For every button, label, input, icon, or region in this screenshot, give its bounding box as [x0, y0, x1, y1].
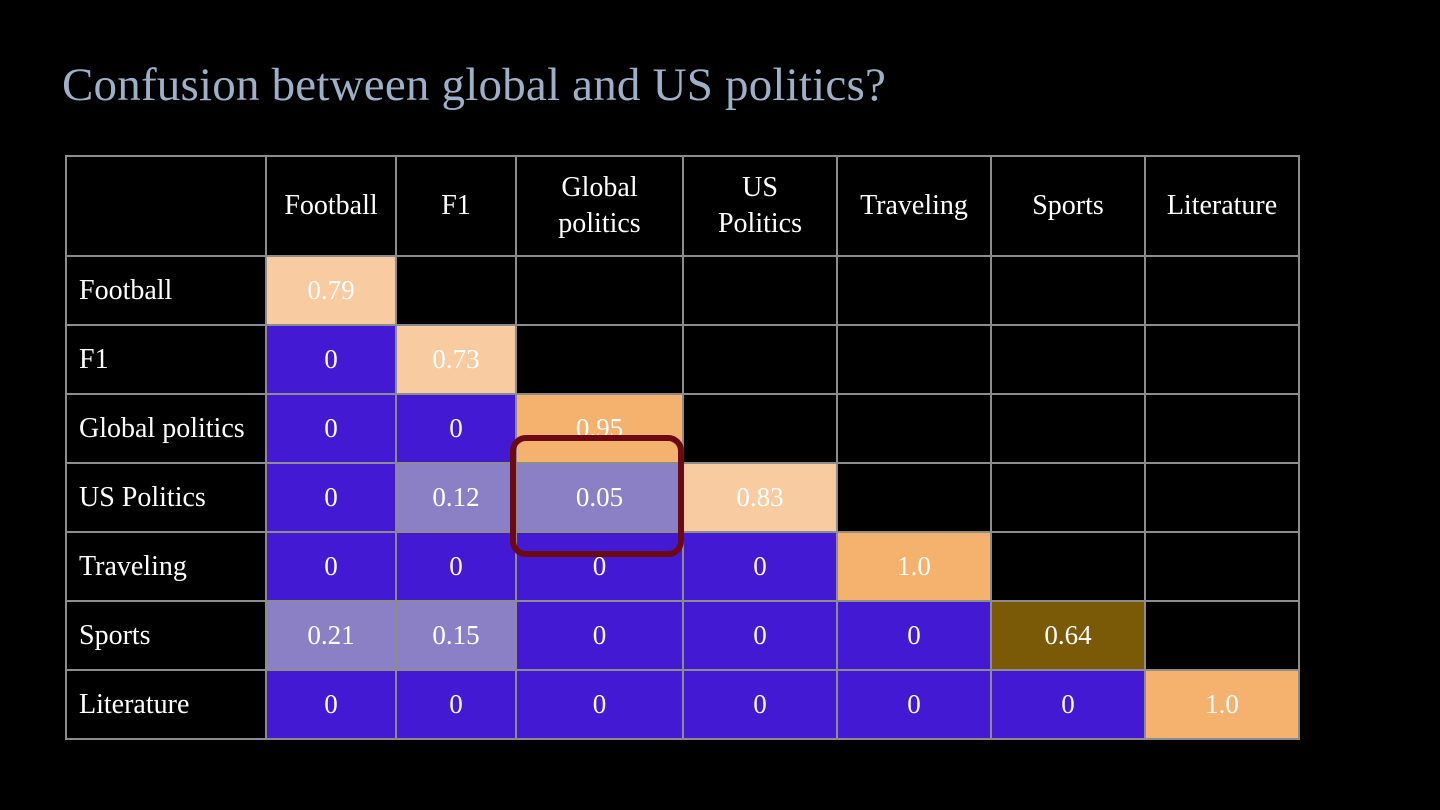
matrix-cell: 1.0 — [1144, 669, 1300, 740]
matrix-cell: 0.05 — [515, 462, 684, 533]
table-header-row: Football F1 Global politics US Politics Trav… — [65, 155, 1300, 257]
matrix-cell — [1144, 531, 1300, 602]
row-header: F1 — [65, 324, 267, 395]
table-row: Traveling 0 0 0 0 1.0 — [65, 531, 1300, 602]
corner-cell — [65, 155, 267, 257]
matrix-cell — [682, 393, 838, 464]
matrix-cell: 0 — [682, 600, 838, 671]
matrix-cell — [990, 531, 1146, 602]
matrix-cell: 0 — [265, 669, 397, 740]
matrix-cell — [990, 462, 1146, 533]
matrix-cell: 0 — [265, 531, 397, 602]
matrix-cell — [990, 255, 1146, 326]
matrix-cell — [515, 324, 684, 395]
column-header: Literature — [1144, 155, 1300, 257]
table-row: Football 0.79 — [65, 255, 1300, 326]
row-header: Sports — [65, 600, 267, 671]
matrix-cell — [990, 393, 1146, 464]
matrix-cell — [682, 324, 838, 395]
table-row: F1 0 0.73 — [65, 324, 1300, 395]
matrix-cell — [515, 255, 684, 326]
row-header: Literature — [65, 669, 267, 740]
matrix-cell: 0.21 — [265, 600, 397, 671]
matrix-cell: 0 — [395, 393, 517, 464]
matrix-cell: 0.64 — [990, 600, 1146, 671]
matrix-cell — [1144, 255, 1300, 326]
matrix-cell — [395, 255, 517, 326]
table-row: US Politics 0 0.12 0.05 0.83 — [65, 462, 1300, 533]
matrix-cell: 0.83 — [682, 462, 838, 533]
column-header: Football — [265, 155, 397, 257]
matrix-cell: 0 — [265, 324, 397, 395]
matrix-cell: 0.12 — [395, 462, 517, 533]
matrix-cell — [836, 255, 992, 326]
row-header: US Politics — [65, 462, 267, 533]
matrix-cell — [836, 462, 992, 533]
column-header: Traveling — [836, 155, 992, 257]
matrix-cell: 0.79 — [265, 255, 397, 326]
matrix-cell — [682, 255, 838, 326]
matrix-cell — [990, 324, 1146, 395]
matrix-cell: 1.0 — [836, 531, 992, 602]
column-header: US Politics — [682, 155, 838, 257]
matrix-cell: 0 — [515, 669, 684, 740]
matrix-cell: 0 — [515, 600, 684, 671]
slide-title: Confusion between global and US politics… — [62, 59, 887, 111]
matrix-cell — [1144, 324, 1300, 395]
matrix-cell: 0 — [682, 669, 838, 740]
matrix-cell: 0.95 — [515, 393, 684, 464]
matrix-cell: 0 — [395, 531, 517, 602]
table-row: Literature 0 0 0 0 0 0 1.0 — [65, 669, 1300, 740]
column-header: F1 — [395, 155, 517, 257]
matrix-cell: 0 — [682, 531, 838, 602]
row-header: Traveling — [65, 531, 267, 602]
matrix-cell: 0 — [836, 669, 992, 740]
matrix-cell: 0 — [395, 669, 517, 740]
matrix-cell: 0 — [265, 393, 397, 464]
matrix-cell: 0 — [836, 600, 992, 671]
confusion-matrix-table: Football F1 Global politics US Politics Trav… — [65, 155, 1300, 740]
matrix-cell: 0.15 — [395, 600, 517, 671]
row-header: Global politics — [65, 393, 267, 464]
row-header: Football — [65, 255, 267, 326]
matrix-cell — [1144, 393, 1300, 464]
matrix-cell — [836, 393, 992, 464]
matrix-cell — [1144, 462, 1300, 533]
table-row: Global politics 0 0 0.95 — [65, 393, 1300, 464]
matrix-cell — [1144, 600, 1300, 671]
matrix-cell: 0 — [265, 462, 397, 533]
column-header: Global politics — [515, 155, 684, 257]
table-row: Sports 0.21 0.15 0 0 0 0.64 — [65, 600, 1300, 671]
matrix-cell: 0 — [990, 669, 1146, 740]
column-header: Sports — [990, 155, 1146, 257]
matrix-cell: 0.73 — [395, 324, 517, 395]
matrix-cell: 0 — [515, 531, 684, 602]
matrix-cell — [836, 324, 992, 395]
